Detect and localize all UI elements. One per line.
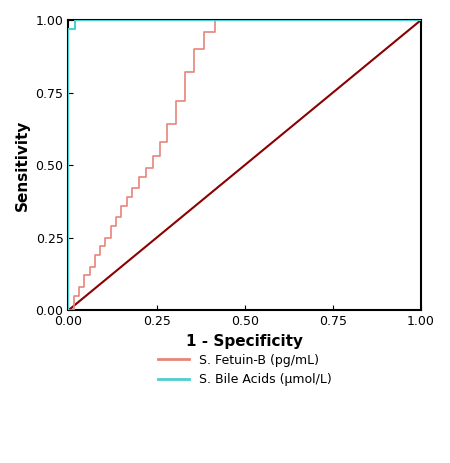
Legend: S. Fetuin-B (pg/mL), S. Bile Acids (μmol/L): S. Fetuin-B (pg/mL), S. Bile Acids (μmol…	[153, 349, 337, 391]
X-axis label: 1 - Specificity: 1 - Specificity	[186, 334, 303, 349]
Y-axis label: Sensitivity: Sensitivity	[15, 119, 30, 211]
